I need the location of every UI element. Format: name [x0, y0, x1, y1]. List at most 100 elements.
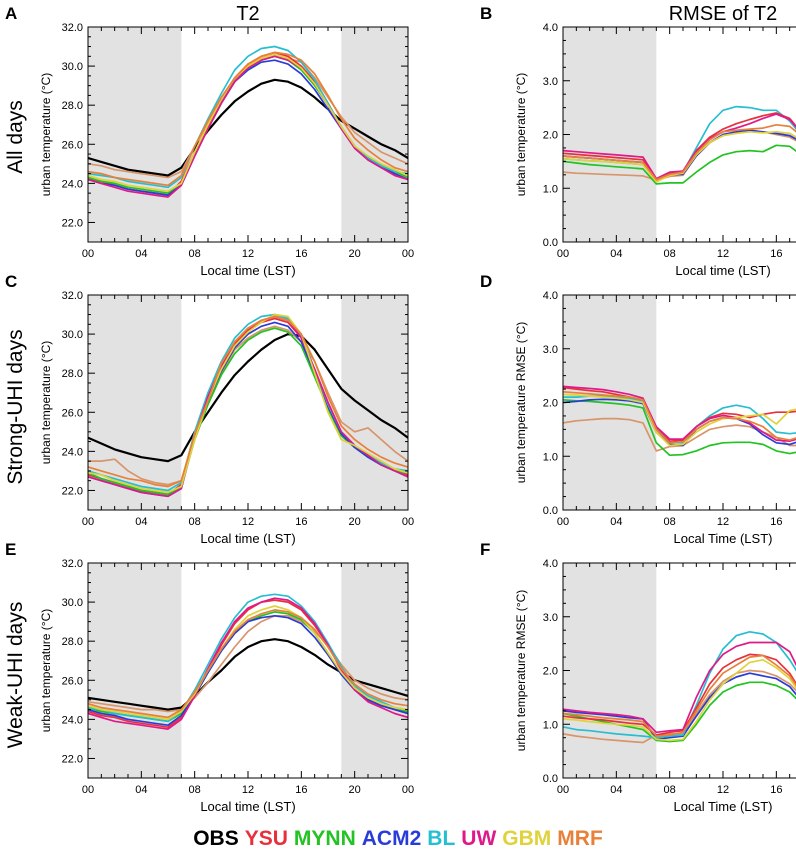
y-axis-label-D: urban temperature RMSE (°C): [514, 322, 528, 484]
x-tick-label: 08: [664, 248, 676, 260]
legend-text: OBS YSU MYNN ACM2 BL UW GBM MRF: [193, 827, 603, 850]
legend-item-mrf: MRF: [557, 827, 603, 850]
series-line-D-extra: [563, 417, 796, 452]
x-axis-label-F: Local Time (LST): [674, 799, 773, 814]
series-line-C-extra: [88, 325, 408, 486]
y-tick-label: 24.0: [62, 446, 83, 458]
x-tick-label: 12: [242, 516, 254, 528]
panel-A: 00 04 08 12 16 20 00 22.0 24.0 26.0 28.0 30.0 32.0 Lo…: [4, 3, 414, 278]
series-line-C-gbm: [88, 313, 408, 494]
night-shade-E-1: [341, 563, 408, 778]
night-shade-C-1: [341, 295, 408, 510]
x-tick-label: 20: [349, 248, 361, 260]
series-line-B-ysu: [563, 112, 796, 182]
panel-E: 00 04 08 12 16 20 00 22.0 24.0 26.0 28.0 30.0 32.0 Lo…: [4, 540, 414, 814]
y-tick-label: 30.0: [62, 61, 83, 73]
series-line-F-ysu: [563, 653, 796, 736]
x-tick-label: 00: [402, 516, 414, 528]
legend-item-obs: OBS: [193, 827, 239, 850]
x-tick-label: 16: [770, 248, 782, 260]
legend-item-bl: BL: [427, 827, 455, 850]
y-axis-label-A: urban temperature (°C): [39, 73, 53, 197]
y-tick-label: 0.0: [543, 773, 558, 785]
x-tick-label: 04: [610, 248, 622, 260]
y-tick-label: 26.0: [62, 675, 83, 687]
night-shade-A-0: [88, 27, 182, 242]
series-line-A-gbm: [88, 53, 408, 193]
series-group-B: [563, 105, 796, 185]
panel-letter-B: B: [480, 4, 492, 23]
series-line-B-mynn: [563, 144, 796, 185]
panel-C: 00 04 08 12 16 20 00 22.0 24.0 26.0 28.0 30.0 32.0 Lo…: [4, 272, 414, 546]
y-tick-label: 1.0: [543, 183, 558, 195]
row-label: Strong-UHI days: [4, 329, 27, 484]
x-tick-label: 04: [610, 516, 622, 528]
x-tick-label: 12: [717, 248, 729, 260]
y-tick-label: 0.0: [543, 505, 558, 517]
series-line-C-obs: [88, 333, 408, 463]
x-tick-label: 12: [242, 248, 254, 260]
series-line-A-mrf: [88, 51, 408, 187]
panels: 00 04 08 12 16 20 00 22.0 24.0 26.0 28.0 30.0 32.0 Lo…: [4, 3, 796, 814]
y-tick-label: 32.0: [62, 22, 83, 34]
y-tick-label: 32.0: [62, 558, 83, 570]
x-tick-label: 16: [295, 516, 307, 528]
series-line-B-mrf: [563, 123, 796, 181]
x-tick-label: 04: [610, 784, 622, 796]
x-tick-label: 16: [770, 516, 782, 528]
x-tick-label: 16: [770, 784, 782, 796]
series-line-E-extra: [88, 614, 408, 713]
x-tick-label: 00: [557, 516, 569, 528]
night-shade-B-0: [563, 27, 657, 242]
y-tick-label: 32.0: [62, 290, 83, 302]
night-shade-E-0: [88, 563, 182, 778]
x-tick-label: 04: [135, 248, 147, 260]
y-tick-label: 26.0: [62, 139, 83, 151]
y-tick-label: 1.0: [543, 451, 558, 463]
series-line-E-bl: [88, 593, 408, 723]
series-line-D-bl: [563, 395, 796, 444]
y-tick-label: 4.0: [543, 558, 558, 570]
y-tick-label: 22.0: [62, 485, 83, 497]
series-line-F-mrf: [563, 654, 796, 737]
y-tick-label: 2.0: [543, 666, 558, 678]
y-tick-label: 30.0: [62, 597, 83, 609]
y-tick-label: 22.0: [62, 217, 83, 229]
legend-item-acm2: ACM2: [362, 827, 422, 850]
y-tick-label: 24.0: [62, 178, 83, 190]
night-shade-C-0: [88, 295, 182, 510]
x-axis-label-A: Local time (LST): [200, 263, 295, 278]
y-tick-label: 4.0: [543, 290, 558, 302]
x-tick-label: 12: [717, 516, 729, 528]
x-tick-label: 00: [557, 248, 569, 260]
y-tick-label: 3.0: [543, 76, 558, 88]
series-line-A-uw: [88, 55, 408, 198]
x-tick-label: 08: [664, 516, 676, 528]
legend-item-uw: UW: [461, 827, 496, 850]
y-tick-label: 2.0: [543, 130, 558, 142]
series-line-D-gbm: [563, 393, 796, 447]
series-line-D-mrf: [563, 390, 796, 444]
panel-title-A: T2: [236, 3, 259, 25]
legend-item-mynn: MYNN: [294, 827, 356, 850]
y-axis-label-B: urban temperature (°C): [514, 73, 528, 197]
x-axis-label-E: Local time (LST): [200, 799, 295, 814]
x-tick-label: 12: [717, 784, 729, 796]
x-tick-label: 00: [82, 516, 94, 528]
x-axis-label-C: Local time (LST): [200, 531, 295, 546]
night-shade-F-0: [563, 563, 657, 778]
series-line-D-mynn: [563, 398, 796, 457]
x-axis-label-D: Local Time (LST): [674, 531, 773, 546]
series-line-F-extra: [563, 669, 796, 744]
y-tick-label: 28.0: [62, 100, 83, 112]
series-line-D-ysu: [563, 386, 796, 443]
series-group-C: [88, 313, 408, 498]
y-tick-label: 24.0: [62, 714, 83, 726]
x-tick-label: 04: [135, 784, 147, 796]
x-tick-label: 08: [189, 784, 201, 796]
y-tick-label: 28.0: [62, 368, 83, 380]
y-tick-label: 28.0: [62, 636, 83, 648]
